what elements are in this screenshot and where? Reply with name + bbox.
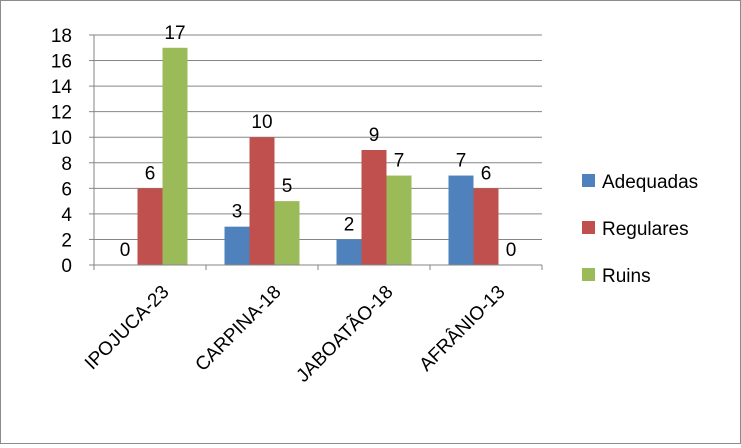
y-tick-label: 4 <box>61 205 72 226</box>
bar <box>137 188 163 265</box>
legend: Adequadas Regulares Ruins <box>582 172 698 287</box>
bar <box>224 226 250 265</box>
bar <box>386 175 412 265</box>
category-label: AFRÂNIO-13 <box>415 281 510 376</box>
bar <box>162 47 188 266</box>
bar <box>249 137 275 265</box>
data-label: 6 <box>481 163 492 184</box>
data-label: 0 <box>506 240 517 261</box>
legend-swatch <box>582 174 595 187</box>
y-tick-label: 10 <box>51 128 72 149</box>
category-label: CARPINA-18 <box>192 282 286 376</box>
y-tick-label: 16 <box>51 52 72 73</box>
y-axis: 0 2 4 6 8 10 12 14 16 18 <box>51 26 95 277</box>
data-label: 9 <box>369 125 380 146</box>
data-label: 5 <box>282 176 293 197</box>
data-label: 2 <box>344 214 355 235</box>
bar <box>448 175 474 265</box>
bar <box>473 188 499 265</box>
bar <box>274 201 300 265</box>
bar <box>336 239 362 265</box>
y-tick-label: 6 <box>61 179 72 200</box>
data-label: 7 <box>456 151 467 172</box>
category-label: IPOJUCA-23 <box>81 282 173 374</box>
category-label: JABOATÃO-18 <box>292 281 398 387</box>
y-tick-label: 18 <box>51 26 72 47</box>
legend-swatch <box>582 268 595 281</box>
y-tick-label: 0 <box>61 256 72 277</box>
y-tick-label: 12 <box>51 103 72 124</box>
data-label: 3 <box>232 202 243 223</box>
x-axis: IPOJUCA-23 CARPINA-18 JABOATÃO-18 AFRÂNIO-1… <box>81 264 543 387</box>
data-label: 10 <box>251 112 272 133</box>
y-tick-label: 14 <box>51 77 73 98</box>
data-label: 0 <box>120 240 131 261</box>
legend-swatch <box>582 221 595 234</box>
data-label: 6 <box>145 163 156 184</box>
legend-label: Adequadas <box>602 172 698 193</box>
legend-label: Regulares <box>602 219 689 240</box>
data-label: 17 <box>164 23 185 44</box>
legend-label: Ruins <box>602 266 651 287</box>
y-tick-label: 8 <box>61 154 72 175</box>
y-tick-label: 2 <box>61 230 72 251</box>
bars <box>137 47 499 266</box>
bar <box>361 150 387 265</box>
data-label: 7 <box>394 151 405 172</box>
